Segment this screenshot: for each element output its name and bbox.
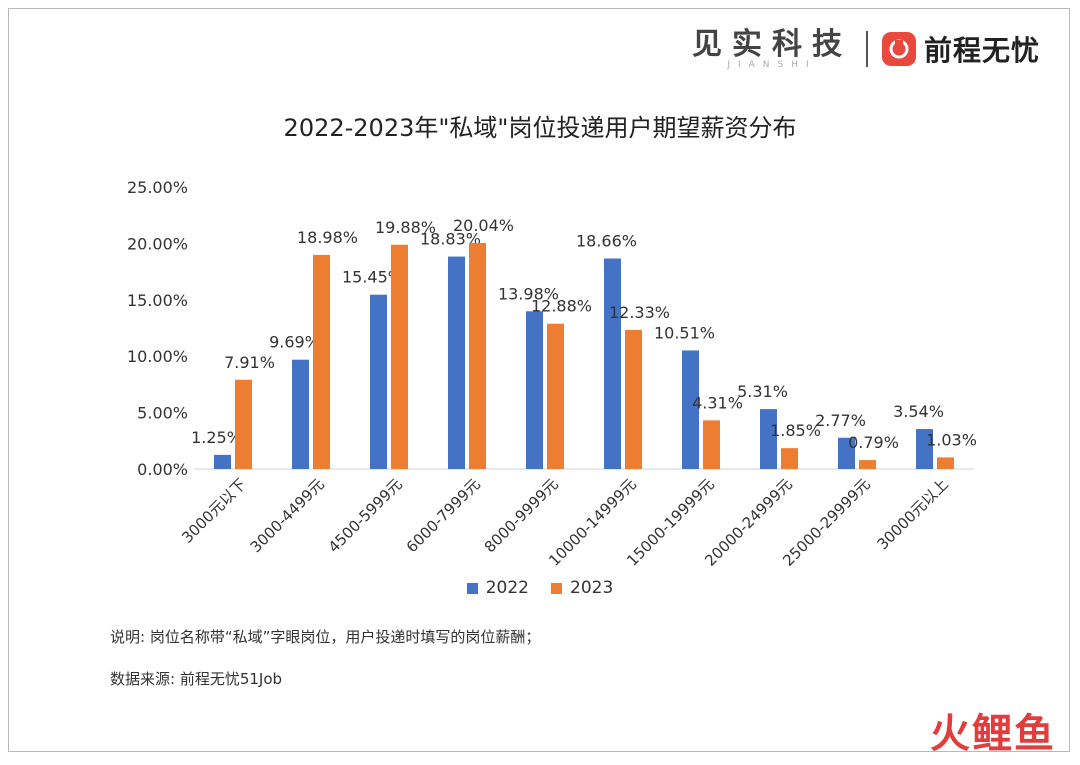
bar-2023 xyxy=(625,329,642,469)
data-label-2022: 18.66% xyxy=(576,232,637,251)
bar-2023 xyxy=(547,323,564,469)
legend-swatch-2023 xyxy=(551,582,562,594)
data-label-2023: 4.31% xyxy=(692,393,743,412)
bar-2022 xyxy=(370,294,387,469)
51job-icon xyxy=(881,32,916,66)
bar-2022 xyxy=(526,311,543,469)
legend-label-2023: 2023 xyxy=(570,578,614,598)
bar-2023 xyxy=(235,379,252,469)
bar-2023 xyxy=(859,460,876,469)
data-label-2022: 13.98% xyxy=(498,284,559,303)
legend-label-2022: 2022 xyxy=(485,578,529,598)
data-label-2023: 12.33% xyxy=(609,303,670,322)
bar-2022 xyxy=(682,350,699,469)
data-label-2022: 2.77% xyxy=(815,411,866,430)
data-label-2022: 15.45% xyxy=(342,268,403,287)
jianshi-pinyin: JIANSHI xyxy=(727,60,817,70)
data-label-2022: 9.69% xyxy=(269,333,320,352)
bar-2022 xyxy=(292,359,309,469)
data-label-2023: 19.88% xyxy=(375,218,436,237)
data-label-2022: 18.83% xyxy=(420,230,481,249)
y-tick-label: 5.00% xyxy=(137,404,188,423)
x-tick-label: 8000-9999元 xyxy=(481,475,562,556)
bar-2023 xyxy=(703,420,720,469)
legend-item-2023: 2023 xyxy=(551,578,613,598)
y-tick-label: 25.00% xyxy=(127,178,188,197)
x-tick-label: 4500-5999元 xyxy=(325,475,406,556)
51job-logo: 前程无忧 xyxy=(881,29,1040,69)
data-label-2022: 3.54% xyxy=(893,402,944,421)
y-tick-label: 20.00% xyxy=(127,234,188,253)
legend: 2022 2023 xyxy=(0,578,1080,598)
legend-item-2022: 2022 xyxy=(466,578,529,598)
bar-2023 xyxy=(781,448,798,469)
x-tick-label: 3000元以下 xyxy=(178,475,250,547)
bar-2022 xyxy=(604,258,621,469)
data-label-2022: 10.51% xyxy=(654,323,715,342)
data-label-2023: 20.04% xyxy=(453,216,514,235)
bar-2023 xyxy=(313,254,330,469)
x-tick-label: 6000-7999元 xyxy=(403,475,484,556)
bar-2022 xyxy=(760,409,777,469)
bar-2023 xyxy=(469,242,486,469)
jianshi-logo: 见实科技 JIANSHI xyxy=(691,27,852,71)
bar-2022 xyxy=(214,454,231,469)
watermark-logo: 火鲤鱼 xyxy=(930,711,1056,757)
note-explain: 说明: 岗位名称带“私域”字眼岗位，用户投递时填写的岗位薪酬； xyxy=(110,628,541,646)
brand-header: 见实科技 JIANSHI 前程无忧 xyxy=(691,27,1040,71)
data-label-2023: 0.79% xyxy=(848,433,899,452)
bar-2022 xyxy=(448,256,465,469)
bar-2023 xyxy=(937,457,954,469)
y-tick-label: 15.00% xyxy=(127,291,188,310)
51job-name: 前程无忧 xyxy=(923,34,1040,67)
data-label-2023: 18.98% xyxy=(297,228,358,247)
data-label-2023: 12.88% xyxy=(531,297,592,316)
y-tick-label: 0.00% xyxy=(137,460,188,479)
jianshi-name: 见实科技 xyxy=(691,27,852,62)
bar-2022 xyxy=(916,429,933,469)
note-source: 数据来源: 前程无忧51Job xyxy=(110,670,283,688)
x-tick-label: 3000-4499元 xyxy=(247,475,328,556)
data-label-2022: 5.31% xyxy=(737,382,788,401)
data-label-2023: 7.91% xyxy=(224,353,275,372)
data-label-2022: 1.25% xyxy=(191,428,242,447)
chart-title: 2022-2023年"私域"岗位投递用户期望薪资分布 xyxy=(283,114,797,142)
bar-2022 xyxy=(838,437,855,469)
y-tick-label: 10.00% xyxy=(127,347,188,366)
x-tick-label: 30000元以上 xyxy=(874,475,952,553)
brand-divider xyxy=(865,31,868,67)
bar-2023 xyxy=(391,244,408,469)
data-label-2023: 1.03% xyxy=(926,430,977,449)
data-label-2023: 1.85% xyxy=(770,421,821,440)
legend-swatch-2022 xyxy=(466,582,478,594)
